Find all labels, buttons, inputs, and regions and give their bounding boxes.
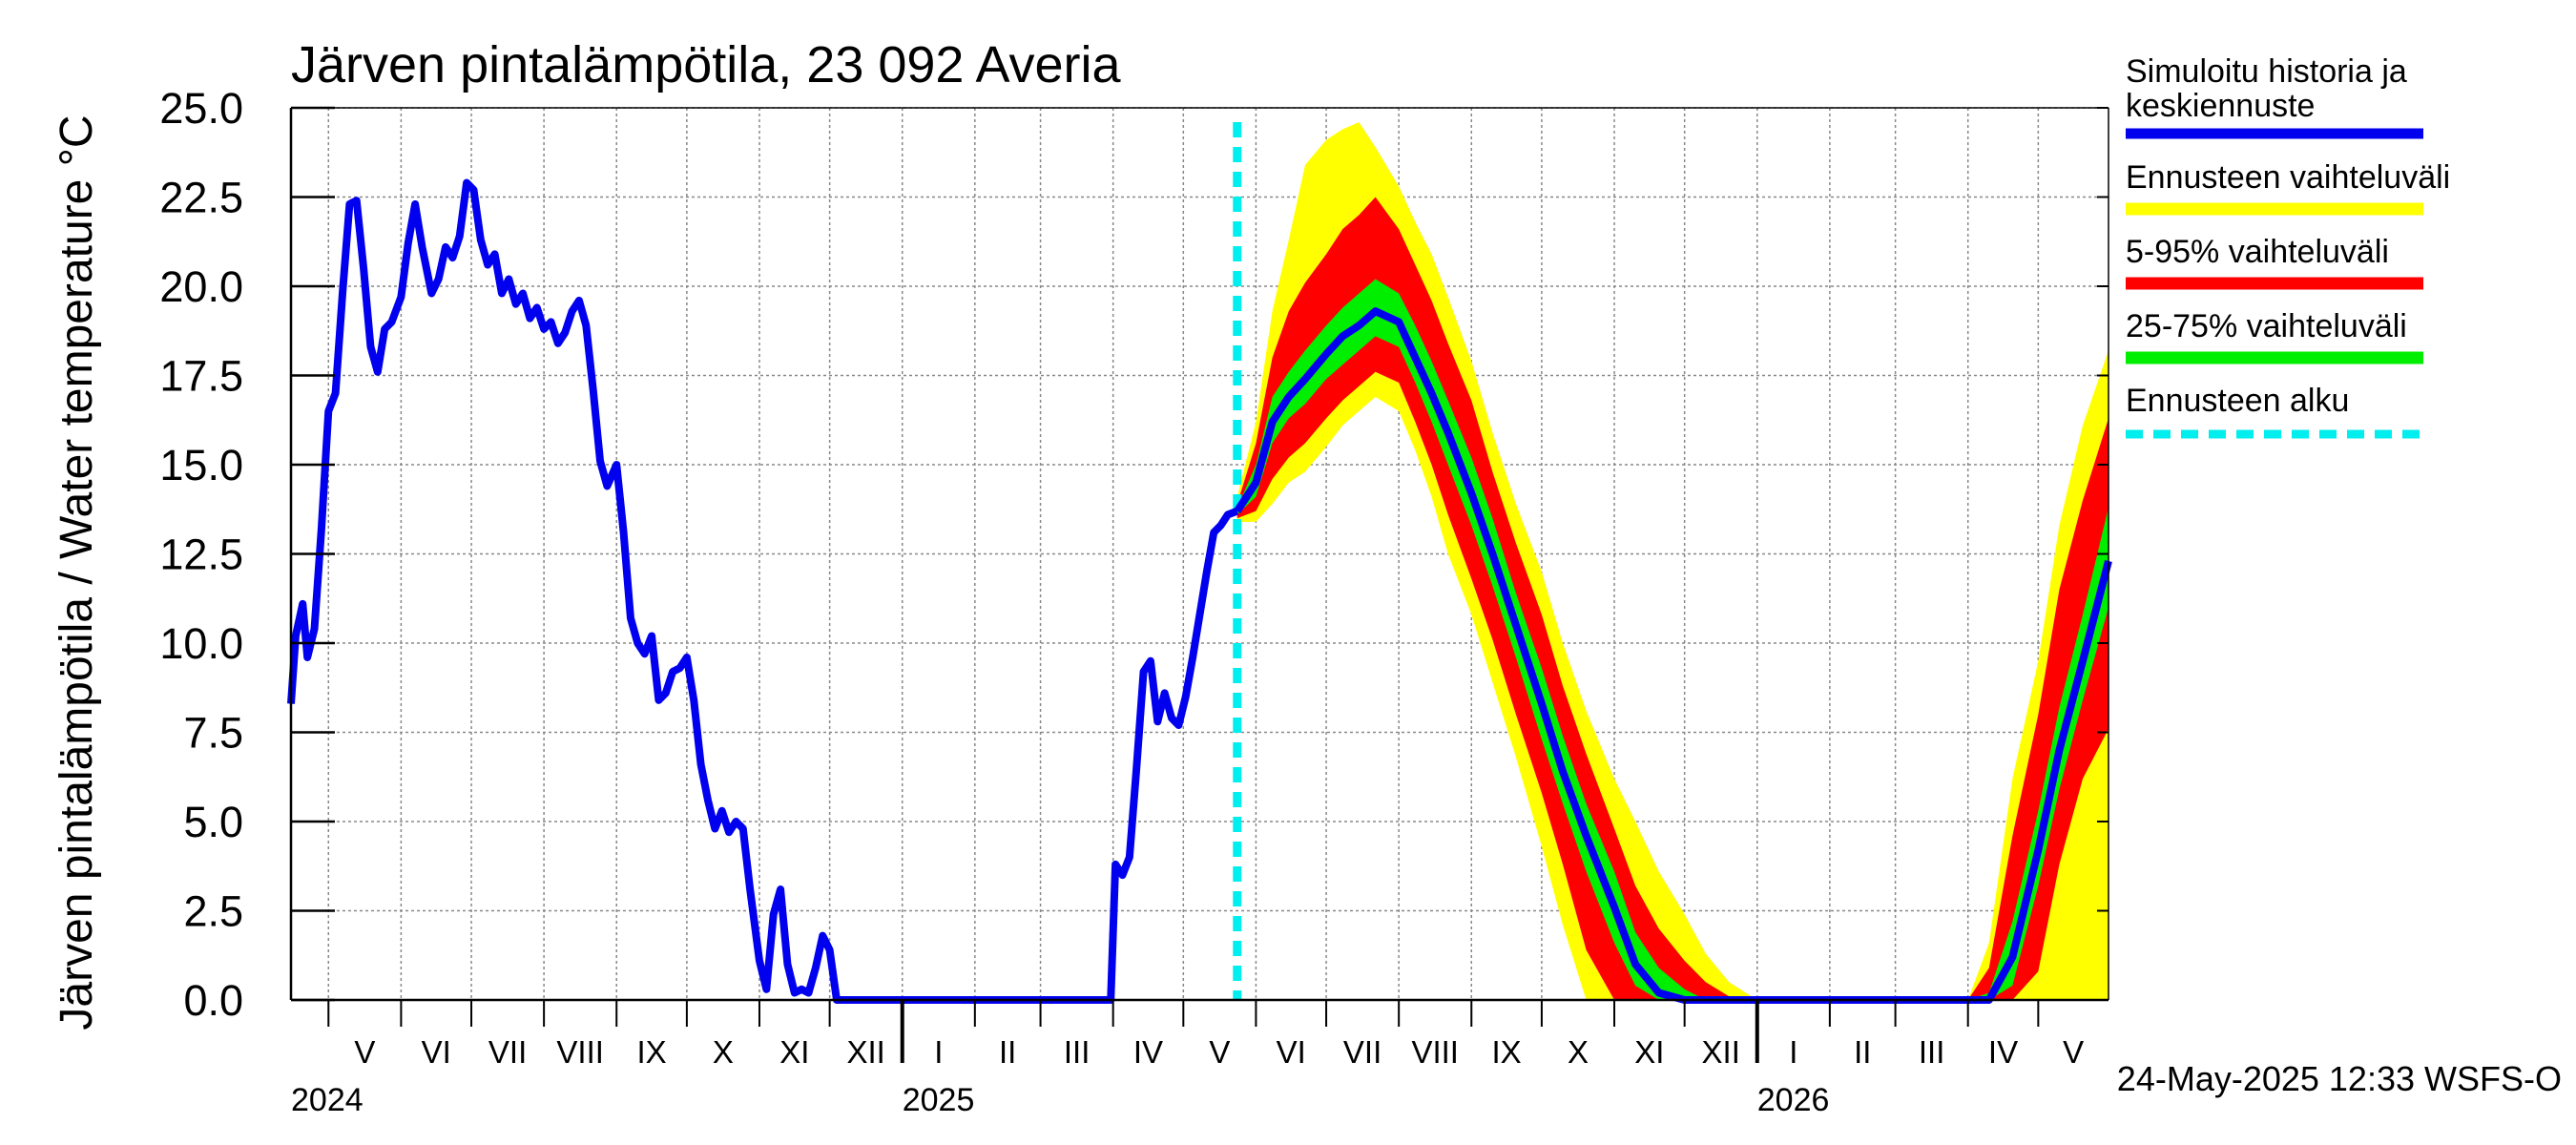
y-tick-label: 2.5	[183, 887, 243, 936]
y-tick-label: 12.5	[159, 531, 243, 579]
x-month-label: X	[713, 1034, 734, 1070]
x-month-label: IV	[1988, 1034, 2018, 1070]
x-month-label: IX	[1491, 1034, 1521, 1070]
legend: Simuloitu historia ja keskiennuste Ennus…	[2126, 53, 2450, 439]
legend-label-median: Simuloitu historia ja keskiennuste	[2126, 53, 2416, 124]
legend-label-range-25-75: 25-75% vaihteluväli	[2126, 308, 2407, 344]
y-tick-label: 0.0	[183, 976, 243, 1025]
x-month-labels: V VI VII VIII IX X XI XII I II III IV V VI VII VIII IX X X…	[354, 1034, 2084, 1070]
y-tick-label: 20.0	[159, 262, 243, 311]
x-month-label: VI	[422, 1034, 451, 1070]
legend-label-median-line1: Simuloitu historia ja	[2126, 53, 2407, 90]
x-month-label: V	[354, 1034, 375, 1070]
x-month-label: VI	[1277, 1034, 1306, 1070]
x-month-label: VII	[1343, 1034, 1381, 1070]
median-lines	[287, 121, 2112, 1004]
x-year-label: 2024	[291, 1082, 364, 1118]
x-month-label: VII	[488, 1034, 527, 1070]
x-month-label: V	[1209, 1034, 1230, 1070]
y-tick-label: 17.5	[159, 352, 243, 401]
chart-title: Järven pintalämpötila, 23 092 Averia	[291, 36, 1122, 94]
x-month-label: XII	[1702, 1034, 1740, 1070]
legend-label-forecast-start: Ennusteen alku	[2126, 383, 2349, 419]
x-month-label: XI	[779, 1034, 809, 1070]
x-month-label: IV	[1133, 1034, 1163, 1070]
x-year-label: 2026	[1757, 1082, 1830, 1118]
x-month-label: X	[1568, 1034, 1589, 1070]
forecast-range-5-95	[1236, 197, 2109, 1000]
x-month-label: III	[1064, 1034, 1091, 1070]
y-axis-label: Järven pintalämpötila / Water temperatur…	[52, 114, 102, 1030]
plot-frame	[289, 106, 2109, 1063]
band-range-full	[1236, 121, 2109, 1000]
y-tick-label: 7.5	[183, 709, 243, 758]
y-tick-label: 15.0	[159, 441, 243, 489]
y-tick-label: 22.5	[159, 174, 243, 222]
x-month-label: XII	[846, 1034, 884, 1070]
history-line	[287, 178, 1239, 1004]
legend-label-range-full: Ennusteen vaihteluväli	[2126, 159, 2450, 196]
x-month-label: II	[999, 1034, 1016, 1070]
x-month-label: V	[2063, 1034, 2084, 1070]
y-tick-label: 5.0	[183, 798, 243, 846]
grid	[291, 107, 2109, 1001]
x-month-label: II	[1854, 1034, 1871, 1070]
y-tick-label: 10.0	[159, 619, 243, 668]
y-tick-label: 25.0	[159, 84, 243, 133]
legend-label-median-line2: keskiennuste	[2126, 88, 2315, 124]
x-month-label: I	[934, 1034, 943, 1070]
x-year-label: 2025	[903, 1082, 975, 1118]
legend-label-range-5-95: 5-95% vaihteluväli	[2126, 234, 2389, 270]
x-month-label: VIII	[556, 1034, 604, 1070]
forecast-range-full	[1236, 121, 2109, 1000]
x-month-label: VIII	[1411, 1034, 1459, 1070]
y-tick-labels: 0.0 2.5 5.0 7.5 10.0 12.5 15.0 17.5 20.0 22.5 25.0	[159, 84, 243, 1025]
timestamp-footer: 24-May-2025 12:33 WSFS-O	[2117, 1059, 2562, 1098]
band-range-5-95	[1236, 197, 2109, 1000]
x-year-labels: 2024 2025 2026	[291, 1082, 1829, 1118]
x-month-label: IX	[636, 1034, 666, 1070]
x-month-label: III	[1919, 1034, 1945, 1070]
x-month-label: XI	[1634, 1034, 1664, 1070]
x-month-label: I	[1789, 1034, 1797, 1070]
